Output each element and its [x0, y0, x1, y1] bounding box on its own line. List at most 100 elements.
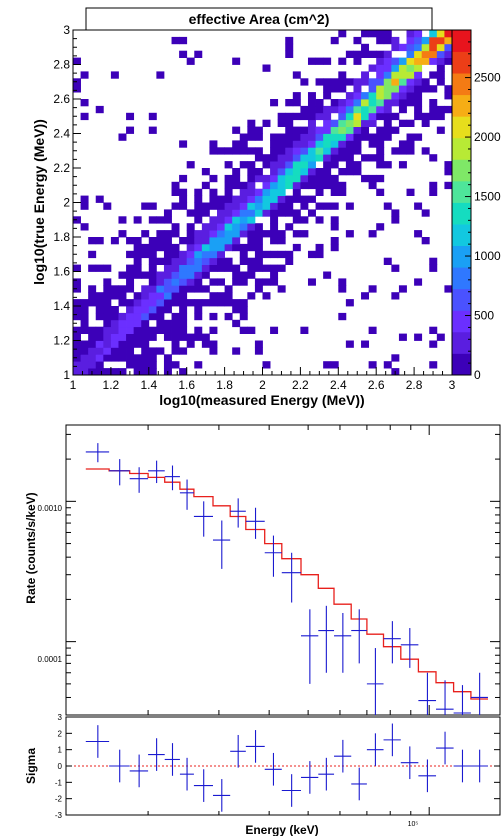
heatmap-cell [345, 105, 354, 114]
heatmap-cell [338, 133, 347, 141]
heatmap-cell [345, 92, 354, 100]
heatmap-cell [88, 326, 97, 334]
sigma-data-point [164, 743, 180, 776]
sigma-x-tick-label: 10⁵ [408, 821, 419, 828]
heatmap-cell [292, 188, 301, 196]
heatmap-cell [391, 71, 400, 79]
heatmap-cell [118, 299, 127, 307]
heatmap-cell [232, 347, 241, 355]
heatmap-cell [270, 223, 279, 231]
heatmap-cell [209, 216, 218, 224]
heatmap-cell [163, 299, 172, 307]
heatmap-cell [429, 257, 438, 265]
heatmap-cell [247, 230, 256, 238]
heatmap-cell [194, 202, 203, 210]
heatmap-cell [338, 105, 347, 114]
heatmap-cell [217, 209, 225, 217]
heatmap-cell [103, 292, 112, 300]
heatmap-cell [171, 326, 180, 334]
heatmap-cell [270, 264, 279, 272]
heatmap-cell [186, 209, 195, 217]
heatmap-cell [171, 312, 180, 321]
heatmap-cell [141, 361, 150, 369]
heatmap-cell [270, 278, 279, 286]
heatmap-cell [361, 112, 370, 121]
heatmap-cell [323, 140, 332, 148]
heatmap-cell [186, 271, 195, 279]
heatmap-cell [398, 147, 407, 155]
heatmap-cell [110, 292, 119, 300]
heatmap-cell [345, 161, 354, 169]
heatmap-cell [110, 306, 119, 314]
heatmap-cell [406, 92, 415, 100]
heatmap-cell [141, 347, 150, 355]
rate-data-point [281, 552, 301, 603]
heatmap-cell [239, 257, 248, 265]
heatmap-cell [194, 333, 203, 341]
heatmap-cell [345, 202, 354, 210]
heatmap-cell [338, 30, 347, 38]
heatmap-cell [194, 271, 203, 279]
heatmap-cell [307, 112, 316, 121]
heatmap-cell [133, 368, 142, 376]
heatmap-cell [406, 78, 415, 86]
heatmap-cell [353, 50, 362, 58]
heatmap-cell [171, 36, 180, 45]
heatmap-cell [361, 292, 370, 300]
heatmap-cell [110, 285, 119, 293]
heatmap-cell [224, 237, 233, 245]
heatmap-cell [103, 299, 112, 307]
heatmap-cell [285, 154, 294, 162]
heatmap-cell [163, 243, 172, 252]
heatmap-cell [148, 354, 157, 362]
heatmap-cell [307, 278, 316, 286]
heatmap-cell [398, 99, 407, 107]
sigma-data-point [400, 746, 419, 780]
heatmap-cell [323, 92, 332, 100]
heatmap-cell [201, 202, 210, 210]
heatmap-cell [224, 230, 233, 238]
heatmap-cell [163, 319, 172, 328]
sigma-data-point [109, 749, 130, 783]
heatmap-cell [300, 216, 309, 224]
heatmap-cell [383, 92, 392, 100]
heatmap-cell [429, 85, 438, 93]
heatmap-cell [361, 119, 370, 127]
colorbar-tick-label: 2000 [474, 130, 501, 144]
heatmap-cell [163, 250, 172, 259]
heatmap-cell [421, 209, 430, 217]
heatmap-cell [338, 188, 347, 196]
heatmap-cell [345, 99, 354, 107]
heatmap-cell [186, 57, 195, 65]
heatmap-cell [361, 92, 370, 100]
heatmap-x-ticks: 1 1.2 1.4 1.6 1.8 2 2.2 2.4 2.6 2.8 3 [70, 367, 456, 392]
heatmap-cell [277, 250, 286, 259]
heatmap-cell [345, 230, 354, 238]
heatmap-cell [232, 209, 241, 217]
heatmap-cell [239, 223, 248, 231]
heatmap-cell [376, 154, 385, 162]
heatmap-cell [171, 292, 180, 300]
heatmap-cell [118, 347, 127, 355]
heatmap-cell [163, 278, 172, 286]
heatmap-cell [414, 230, 423, 238]
heatmap-cell [353, 78, 362, 86]
heatmap-cell [163, 216, 172, 224]
heatmap-cell [163, 354, 172, 362]
heatmap-cell [307, 250, 316, 259]
heatmap-cell [262, 181, 271, 190]
heatmap-cell [383, 85, 392, 93]
heatmap-cell [156, 230, 165, 238]
heatmap-cell [398, 92, 407, 100]
heatmap-x-tick-label: 3 [449, 378, 456, 392]
heatmap-cell [429, 361, 438, 369]
heatmap-cell [383, 105, 392, 114]
heatmap-cell [148, 347, 157, 355]
heatmap-cell [194, 250, 203, 259]
heatmap-cell [141, 306, 150, 314]
sigma-data-point [418, 759, 437, 793]
heatmap-cell [217, 292, 225, 300]
heatmap-cell [201, 285, 210, 293]
heatmap-cell [80, 71, 89, 79]
